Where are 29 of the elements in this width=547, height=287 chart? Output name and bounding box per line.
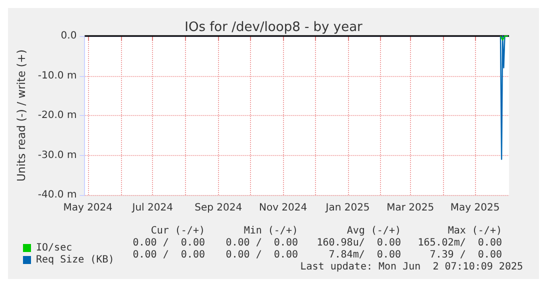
- text: Avg (-/+): [346, 226, 401, 236]
- x-tick-label: Jan 2025: [324, 202, 370, 214]
- legend-label: IO/sec: [36, 242, 72, 254]
- text: 0.00 / 0.00: [226, 250, 298, 260]
- text: Max (-/+): [448, 226, 502, 236]
- text: 7.39 / 0.00: [430, 250, 502, 260]
- text: 160.98u/ 0.00: [316, 238, 401, 248]
- x-tick-label: May 2024: [63, 202, 113, 214]
- legend-label: Req Size (KB): [36, 254, 114, 266]
- text: 165.02m/ 0.00: [418, 238, 502, 248]
- x-tick-label: Sep 2024: [194, 202, 242, 214]
- y-tick-label: 0.0: [60, 30, 77, 42]
- text: 0.00 / 0.00: [226, 238, 298, 248]
- x-tick-label: Nov 2024: [258, 202, 308, 214]
- text: 0.00 / 0.00: [132, 250, 205, 260]
- text: 0.00 / 0.00: [132, 238, 205, 248]
- chart-title: IOs for /dev/loop8 - by year: [184, 20, 364, 35]
- y-tick-label: -30.0 m: [38, 150, 77, 161]
- text: Min (-/+): [244, 226, 298, 236]
- text: 7.84m/ 0.00: [328, 250, 401, 260]
- x-tick-label: Jul 2024: [131, 202, 173, 214]
- y-tick-label: -10.0 m: [38, 70, 77, 82]
- x-tick-label: Mar 2025: [386, 202, 434, 214]
- y-tick-label: -40.0 m: [38, 190, 77, 200]
- y-axis-title: Units read (-) / write (+): [15, 49, 28, 182]
- text: Cur (-/+): [150, 226, 205, 236]
- text: Last update: Mon Jun 2 07:10:09 2025: [300, 262, 524, 272]
- y-tick-label: -20.0 m: [38, 110, 77, 121]
- x-tick-label: May 2025: [450, 202, 500, 214]
